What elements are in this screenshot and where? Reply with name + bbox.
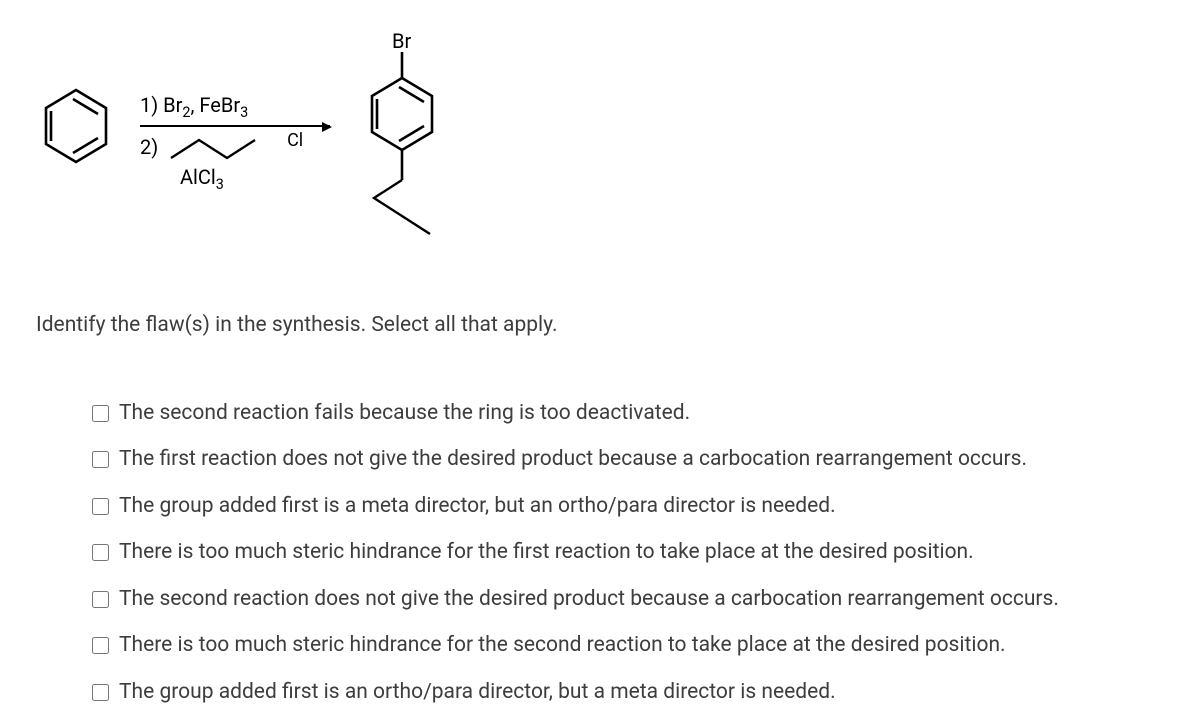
benzene-icon xyxy=(36,82,116,172)
option-checkbox[interactable] xyxy=(92,544,109,561)
step1-sub1: 2 xyxy=(182,104,190,121)
reactant-benzene xyxy=(36,82,116,172)
step2-prefix: 2) xyxy=(140,135,158,159)
reagent-step1: 1) Br2, FeBr3 xyxy=(140,92,248,122)
cl-label: Cl xyxy=(287,127,303,154)
option-label: There is too much steric hindrance for t… xyxy=(119,537,974,569)
reagent-step2: 2) Cl xyxy=(140,132,283,164)
propyl-chloride: Cl xyxy=(163,135,283,159)
option-checkbox[interactable] xyxy=(92,591,109,608)
option-label: The group added first is a meta director… xyxy=(119,491,836,523)
option-label: The second reaction fails because the ri… xyxy=(119,398,690,430)
option-row[interactable]: The group added first is a meta director… xyxy=(92,491,1164,523)
option-row[interactable]: There is too much steric hindrance for t… xyxy=(92,630,1164,662)
br-label: Br xyxy=(392,26,411,56)
reaction-scheme: 1) Br2, FeBr3 2) Cl AlCl3 Br xyxy=(36,30,1164,260)
option-label: The second reaction does not give the de… xyxy=(119,584,1059,616)
option-label: The group added first is an ortho/para d… xyxy=(119,677,836,709)
options-list: The second reaction fails because the ri… xyxy=(36,398,1164,709)
question-text: Identify the flaw(s) in the synthesis. S… xyxy=(36,310,1164,342)
option-label: The first reaction does not give the des… xyxy=(119,444,1027,476)
product-molecule: Br xyxy=(354,30,474,260)
catalyst-sub: 3 xyxy=(216,176,224,193)
option-row[interactable]: The first reaction does not give the des… xyxy=(92,444,1164,476)
option-checkbox[interactable] xyxy=(92,498,109,515)
option-checkbox[interactable] xyxy=(92,405,109,422)
option-row[interactable]: The group added first is an ortho/para d… xyxy=(92,677,1164,709)
option-checkbox[interactable] xyxy=(92,684,109,701)
catalyst-prefix: AlCl xyxy=(180,165,216,189)
option-row[interactable]: The second reaction does not give the de… xyxy=(92,584,1164,616)
propyl-chain-icon xyxy=(163,134,283,164)
reaction-arrow-block: 1) Br2, FeBr3 2) Cl AlCl3 xyxy=(140,92,330,195)
step1-mid: , FeBr xyxy=(191,93,241,117)
option-row[interactable]: There is too much steric hindrance for t… xyxy=(92,537,1164,569)
option-checkbox[interactable] xyxy=(92,451,109,468)
option-checkbox[interactable] xyxy=(92,637,109,654)
option-row[interactable]: The second reaction fails because the ri… xyxy=(92,398,1164,430)
product-icon xyxy=(354,30,474,260)
step1-sub2: 3 xyxy=(240,104,248,121)
step1-prefix: 1) Br xyxy=(140,93,182,117)
catalyst: AlCl3 xyxy=(180,164,224,194)
option-label: There is too much steric hindrance for t… xyxy=(119,630,1006,662)
